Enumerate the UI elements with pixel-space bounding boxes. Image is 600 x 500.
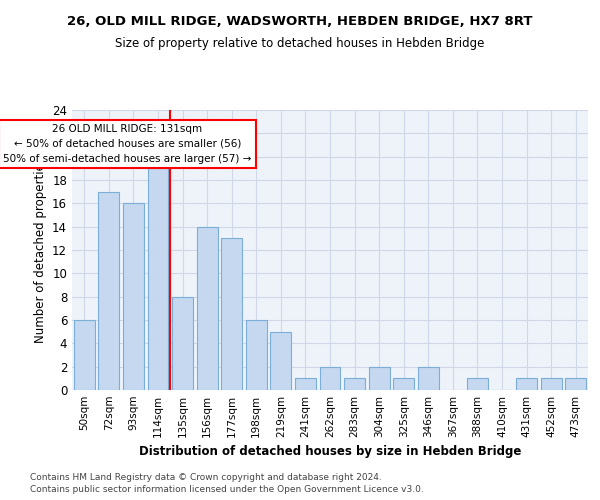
Bar [123, 204, 144, 390]
Bar [172, 296, 193, 390]
Text: Contains public sector information licensed under the Open Government Licence v3: Contains public sector information licen… [30, 486, 424, 494]
Bar [98, 192, 119, 390]
Y-axis label: Number of detached properties: Number of detached properties [34, 157, 47, 343]
Bar [221, 238, 242, 390]
Bar [295, 378, 316, 390]
Bar [271, 332, 292, 390]
Text: Contains HM Land Registry data © Crown copyright and database right 2024.: Contains HM Land Registry data © Crown c… [30, 473, 382, 482]
Bar [197, 226, 218, 390]
Bar [344, 378, 365, 390]
X-axis label: Distribution of detached houses by size in Hebden Bridge: Distribution of detached houses by size … [139, 446, 521, 458]
Bar [246, 320, 267, 390]
Bar [516, 378, 537, 390]
Bar [565, 378, 586, 390]
Bar [541, 378, 562, 390]
Text: 26, OLD MILL RIDGE, WADSWORTH, HEBDEN BRIDGE, HX7 8RT: 26, OLD MILL RIDGE, WADSWORTH, HEBDEN BR… [67, 15, 533, 28]
Bar [393, 378, 414, 390]
Bar [368, 366, 389, 390]
Bar [148, 168, 169, 390]
Text: Size of property relative to detached houses in Hebden Bridge: Size of property relative to detached ho… [115, 38, 485, 51]
Bar [467, 378, 488, 390]
Bar [74, 320, 95, 390]
Bar [418, 366, 439, 390]
Text: 26 OLD MILL RIDGE: 131sqm
← 50% of detached houses are smaller (56)
50% of semi-: 26 OLD MILL RIDGE: 131sqm ← 50% of detac… [3, 124, 251, 164]
Bar [320, 366, 340, 390]
